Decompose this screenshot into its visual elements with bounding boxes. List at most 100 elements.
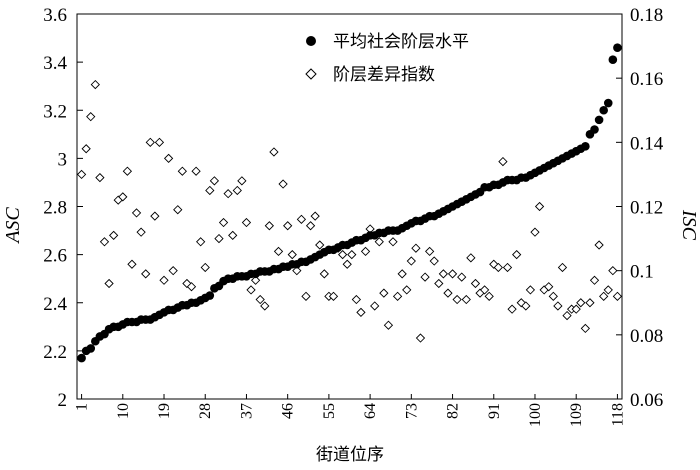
isc-point <box>466 253 476 263</box>
isc-point <box>296 214 307 224</box>
left-axis: 2 2.2 2.4 2.6 2.8 3 3.2 3.4 3.6 <box>43 5 83 411</box>
isc-point <box>182 278 192 289</box>
x-tick-label: 109 <box>568 403 585 427</box>
isc-point <box>411 243 421 253</box>
right-tick-label: 0.08 <box>630 326 663 347</box>
asc-point <box>590 125 599 134</box>
isc-point <box>548 291 558 301</box>
isc-point <box>205 185 215 196</box>
isc-point <box>521 301 531 311</box>
isc-point <box>163 153 174 164</box>
isc-point <box>571 304 581 314</box>
isc-point <box>228 230 238 241</box>
isc-point <box>127 259 137 269</box>
isc-point <box>452 294 462 305</box>
asc-point <box>608 55 618 65</box>
isc-point <box>99 237 110 247</box>
isc-point <box>425 246 435 257</box>
left-tick-label: 2.6 <box>43 246 67 267</box>
isc-point <box>196 237 206 247</box>
isc-point <box>177 166 187 176</box>
isc-point <box>278 179 288 189</box>
isc-point <box>292 266 302 276</box>
asc-point <box>205 291 215 300</box>
isc-point <box>319 269 329 279</box>
isc-point <box>557 262 568 273</box>
isc-point <box>594 240 604 250</box>
right-axis: 0.06 0.08 0.1 0.12 0.14 0.16 0.18 <box>616 5 664 411</box>
x-tick-label: 46 <box>280 403 297 419</box>
isc-point <box>310 211 320 221</box>
isc-point <box>214 233 224 244</box>
isc-point <box>406 256 416 266</box>
isc-point <box>356 307 366 318</box>
left-tick-label: 2 <box>58 390 68 411</box>
right-tick-label: 0.1 <box>630 262 654 283</box>
x-tick-label: 91 <box>486 403 503 419</box>
x-tick-label: 64 <box>362 403 379 419</box>
isc-point <box>141 269 151 279</box>
x-tick-label: 19 <box>156 403 173 419</box>
left-tick-label: 3.6 <box>43 5 67 26</box>
isc-point <box>250 275 261 285</box>
isc-point <box>145 137 155 147</box>
isc-point <box>241 217 252 228</box>
legend-marker-isc <box>305 68 317 80</box>
isc-point <box>392 291 403 301</box>
isc-point <box>479 285 490 295</box>
asc-point <box>599 105 608 115</box>
right-tick-label: 0.14 <box>630 133 664 154</box>
x-tick-label: 73 <box>403 403 420 419</box>
right-tick-label: 0.16 <box>630 69 663 90</box>
isc-point <box>269 147 279 157</box>
legend-label-isc: 阶层差异指数 <box>333 65 435 85</box>
isc-point <box>562 310 572 321</box>
x-tick-label: 10 <box>115 403 132 419</box>
isc-point <box>347 249 357 260</box>
isc-point <box>209 176 220 186</box>
isc-point <box>186 282 197 292</box>
isc-point <box>351 294 362 305</box>
asc-point <box>594 115 604 125</box>
isc-point <box>429 256 439 266</box>
isc-point <box>136 227 146 237</box>
isc-point <box>576 298 586 308</box>
isc-point <box>150 211 160 221</box>
isc-point <box>493 262 503 273</box>
x-tick-label: 118 <box>609 403 626 426</box>
isc-point <box>599 291 609 301</box>
left-tick-label: 2.8 <box>43 198 67 219</box>
legend-marker-asc <box>306 36 316 46</box>
isc-point <box>470 278 481 289</box>
asc-point <box>77 353 86 363</box>
isc-point <box>379 288 389 298</box>
legend-label-asc: 平均社会阶层水平 <box>333 32 469 52</box>
isc-series <box>76 79 623 343</box>
isc-point <box>173 205 183 215</box>
x-tick-label: 28 <box>197 403 214 419</box>
left-tick-label: 3 <box>58 149 68 170</box>
isc-point <box>246 285 256 295</box>
x-tick-label: 1 <box>74 403 91 411</box>
isc-point <box>461 294 471 305</box>
x-axis-title: 街道位序 <box>316 445 384 465</box>
isc-point <box>585 298 595 308</box>
right-axis-title: ISC <box>678 209 700 241</box>
isc-point <box>237 176 247 186</box>
isc-point <box>534 201 545 212</box>
isc-point <box>489 259 499 269</box>
left-tick-label: 2.4 <box>43 294 67 315</box>
asc-point <box>613 43 622 52</box>
isc-point <box>438 269 449 279</box>
isc-point <box>95 172 105 183</box>
isc-point <box>603 285 613 295</box>
isc-point <box>374 237 384 247</box>
isc-point <box>81 144 91 154</box>
isc-point <box>512 249 522 260</box>
isc-point <box>76 169 87 180</box>
right-tick-label: 0.06 <box>630 390 663 411</box>
isc-point <box>589 275 600 285</box>
isc-point <box>544 282 554 292</box>
